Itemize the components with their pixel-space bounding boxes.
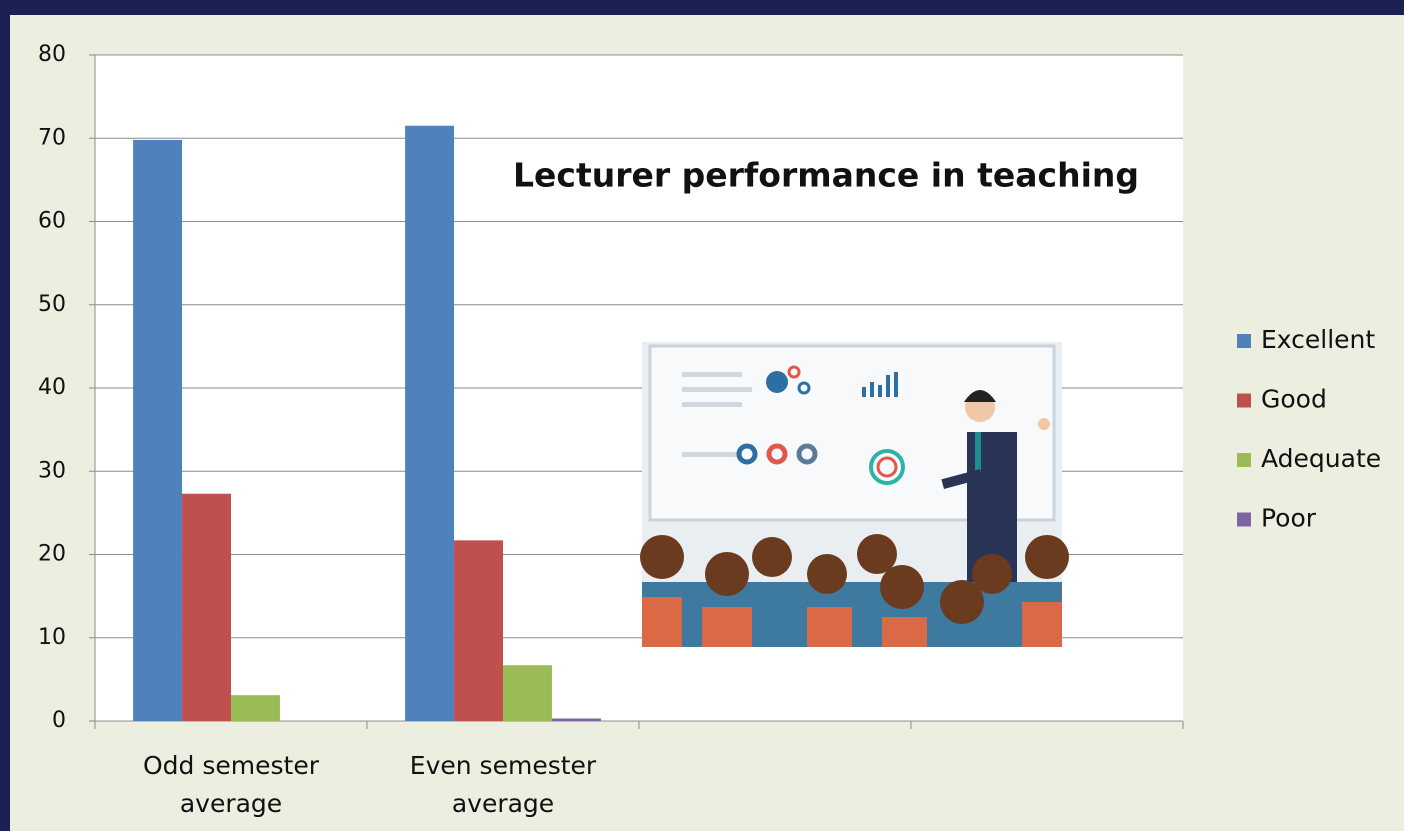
y-tick-label: 30: [38, 458, 66, 483]
legend-label: Excellent: [1261, 325, 1375, 354]
y-tick-label: 40: [38, 375, 66, 400]
y-tick-label: 60: [38, 209, 66, 234]
y-tick-label: 80: [38, 42, 66, 67]
bar: [231, 695, 280, 721]
legend-label: Adequate: [1261, 444, 1381, 473]
y-tick-label: 50: [38, 292, 66, 317]
bar: [454, 540, 503, 721]
x-tick-label: Even semester average: [393, 747, 613, 823]
legend-swatch: [1237, 334, 1251, 348]
legend-swatch: [1237, 453, 1251, 467]
page: 01020304050607080 Lecturer: [0, 0, 1404, 831]
chart: 01020304050607080 Lecturer: [0, 0, 1404, 831]
illustration: [640, 342, 1069, 647]
y-tick-label: 70: [38, 125, 66, 150]
y-tick-label: 20: [38, 542, 66, 567]
y-tick-label: 0: [52, 708, 66, 733]
chart-title: Lecturer performance in teaching: [513, 156, 1139, 195]
y-tick-label: 10: [38, 625, 66, 650]
bar: [503, 665, 552, 721]
legend-swatch: [1237, 513, 1251, 527]
bar: [405, 126, 454, 721]
bar: [182, 494, 231, 721]
legend-swatch: [1237, 394, 1251, 408]
legend-label: Poor: [1261, 504, 1317, 533]
x-tick-label: Odd semester average: [121, 747, 341, 823]
legend-label: Good: [1261, 385, 1327, 414]
bar: [133, 140, 182, 721]
bar: [552, 719, 601, 721]
